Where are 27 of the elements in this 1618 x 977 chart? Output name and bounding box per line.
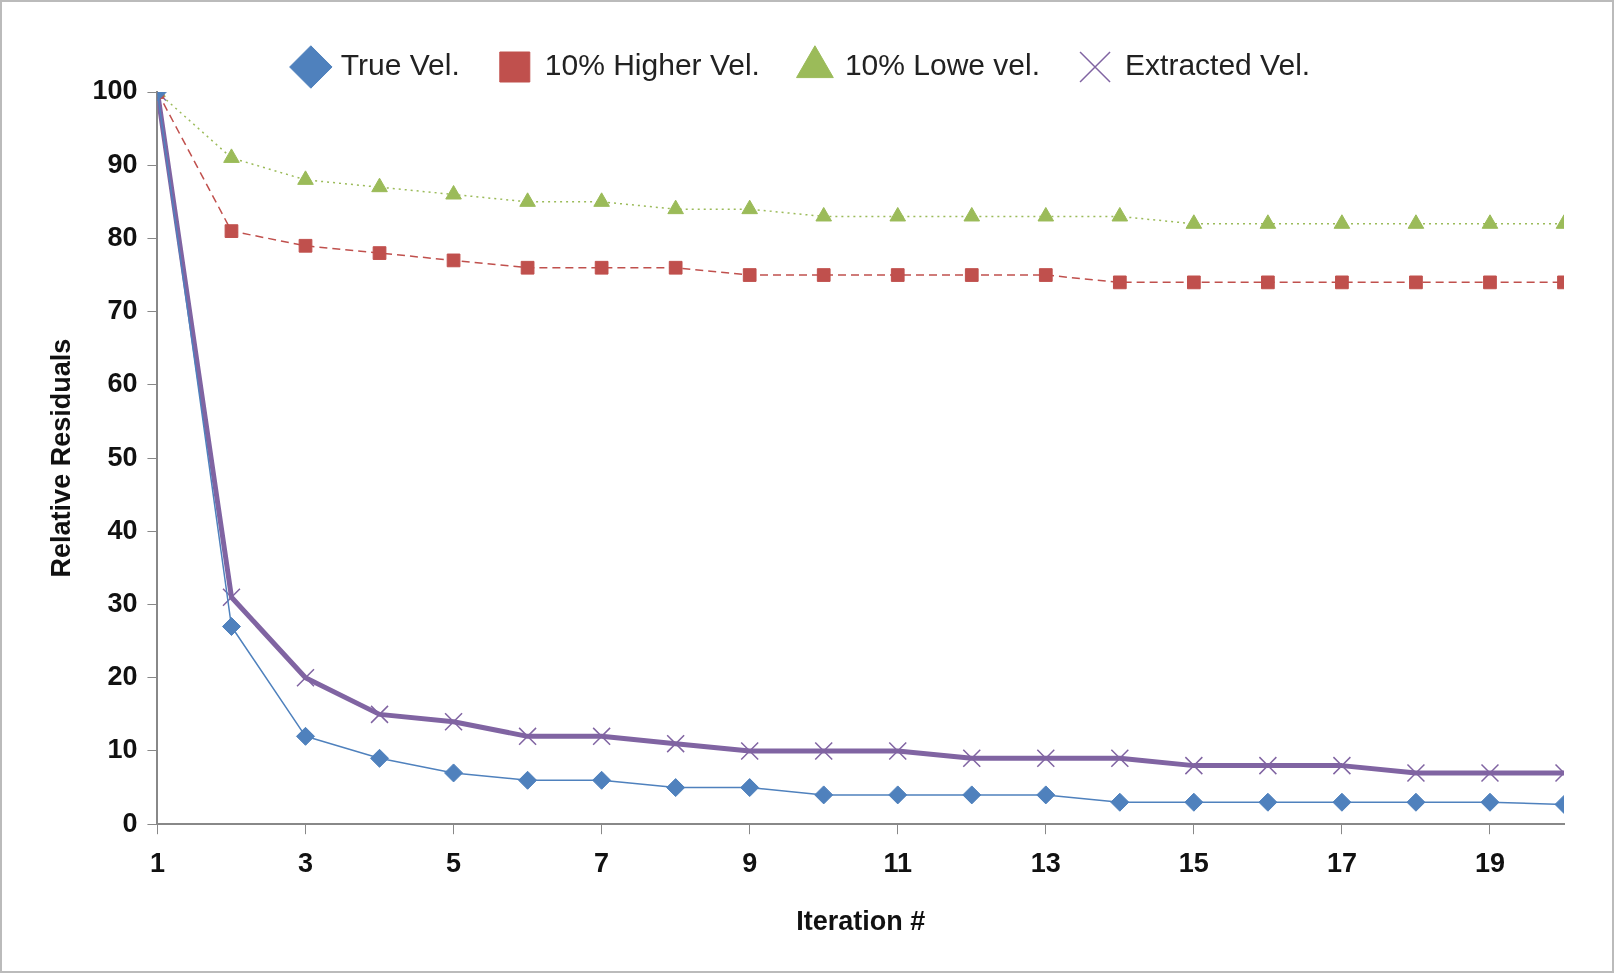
x-tick-label: 7 — [594, 847, 610, 878]
x-tick-label: 19 — [1474, 847, 1505, 878]
y-axis-title: Relative Residuals — [45, 338, 76, 578]
x-tick-label: 15 — [1178, 847, 1209, 878]
x-tick-label: 9 — [742, 847, 758, 878]
y-tick-label: 30 — [107, 587, 138, 618]
x-tick-label: 3 — [297, 847, 314, 878]
y-tick-label: 50 — [107, 441, 138, 472]
y-tick-label: 10 — [107, 734, 138, 765]
x-tick-label: 1 — [149, 847, 165, 878]
legend-label: 10% Lowe vel. — [844, 48, 1041, 82]
x-tick-label: 5 — [446, 847, 462, 878]
y-tick-label: 0 — [122, 807, 138, 838]
y-tick-label: 40 — [107, 514, 138, 545]
legend-label: Extracted Vel. — [1125, 48, 1311, 82]
x-axis-title: Iteration # — [796, 906, 926, 937]
y-tick-label: 70 — [107, 295, 138, 326]
x-tick-label: 11 — [883, 847, 913, 878]
legend-label: True Vel. — [340, 48, 460, 82]
y-tick-label: 20 — [107, 661, 138, 692]
y-tick-label: 90 — [107, 148, 138, 179]
y-tick-label: 80 — [107, 221, 138, 252]
legend-label: 10% Higher Vel. — [544, 48, 760, 82]
x-tick-label: 13 — [1030, 847, 1061, 878]
x-tick-label: 17 — [1326, 847, 1357, 878]
y-tick-label: 60 — [107, 368, 138, 399]
y-tick-label: 100 — [92, 75, 138, 106]
